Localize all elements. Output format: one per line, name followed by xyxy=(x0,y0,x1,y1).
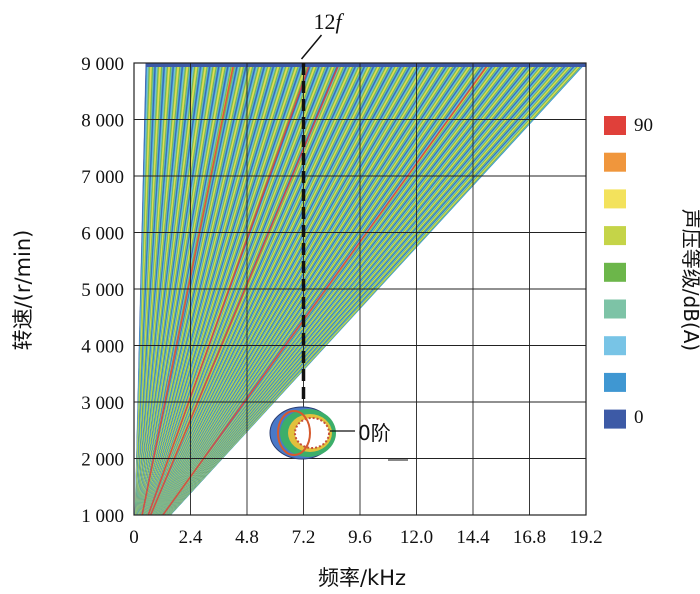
x-tick-label: 12.0 xyxy=(400,527,433,548)
colorbar-max-label: 90 xyxy=(634,115,653,136)
colorbar-title: 声压等级/dB(A) xyxy=(679,209,700,351)
y-tick-label: 4 000 xyxy=(81,337,124,358)
colorbar-swatch xyxy=(604,336,626,356)
colorbar-swatch xyxy=(604,262,626,282)
y-tick-label: 7 000 xyxy=(81,167,124,188)
x-axis-title: 频率/kHz xyxy=(318,566,406,590)
x-tick-label: 16.8 xyxy=(513,527,546,548)
colorbar-swatch xyxy=(604,409,626,429)
mode-0-label: 0阶 xyxy=(358,421,391,445)
y-axis-ticks: 1 000 2 000 3 000 4 000 5 000 6 000 7 000 8 000… xyxy=(81,54,124,527)
plot-frame xyxy=(133,62,587,516)
colorbar-swatch xyxy=(604,372,626,392)
x-tick-label: 9.6 xyxy=(348,527,372,548)
x-axis-ticks: 0 2.4 4.8 7.2 9.6 12.0 14.4 16.8 19.2 xyxy=(129,527,602,548)
x-tick-label: 19.2 xyxy=(569,527,602,548)
y-tick-label: 2 000 xyxy=(81,450,124,471)
colorbar-swatch xyxy=(604,226,626,246)
order-12f-leader-line xyxy=(300,34,323,60)
colorbar-legend xyxy=(604,116,626,429)
y-tick-label: 8 000 xyxy=(81,111,124,132)
y-tick-label: 6 000 xyxy=(81,224,124,245)
colorbar-swatch xyxy=(604,116,626,135)
resonance-streak xyxy=(161,63,490,515)
x-tick-label: 7.2 xyxy=(292,527,316,548)
top-edge-band xyxy=(145,63,586,67)
y-tick-label: 3 000 xyxy=(81,393,124,414)
resonance-streak xyxy=(147,63,311,515)
y-tick-label: 1 000 xyxy=(81,506,124,527)
x-tick-label: 14.4 xyxy=(456,527,490,548)
order-12f-label: 12f xyxy=(314,9,345,34)
resonance-streak xyxy=(141,63,235,515)
y-tick-label: 5 000 xyxy=(81,280,124,301)
y-tick-label: 9 000 xyxy=(81,54,124,75)
colorbar-min-label: 0 xyxy=(634,407,644,428)
x-tick-label: 4.8 xyxy=(235,527,259,548)
stator-mode-shape-icon xyxy=(269,406,336,460)
colorbar-swatch xyxy=(604,152,626,172)
order-12f-marker: 12f xyxy=(300,9,345,404)
x-tick-label: 2.4 xyxy=(179,527,203,548)
colorbar-swatch xyxy=(604,189,626,209)
x-tick-label: 0 xyxy=(129,527,139,548)
mode-0-annotation: 0阶 xyxy=(330,421,408,461)
y-axis-title: 转速/(r/min) xyxy=(11,230,35,351)
colorbar-swatch xyxy=(604,299,626,319)
